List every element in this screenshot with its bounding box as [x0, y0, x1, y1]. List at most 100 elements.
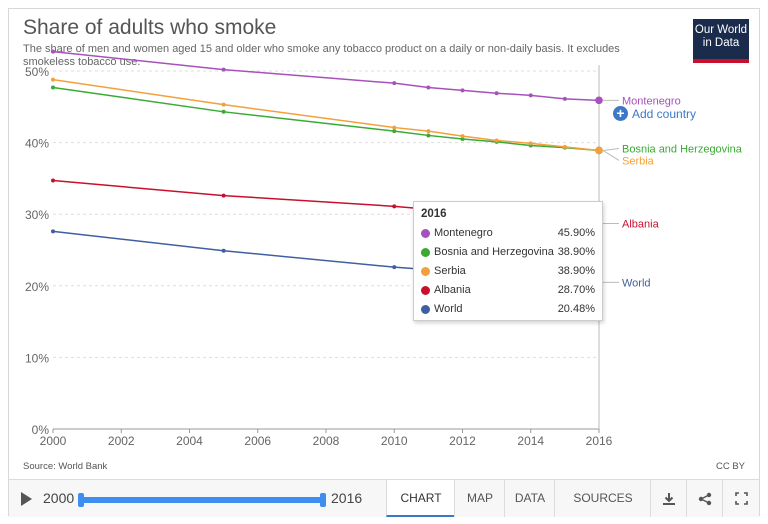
data-point — [460, 134, 465, 139]
data-point — [51, 229, 55, 234]
series-line-serbia — [52, 78, 600, 152]
share-icon — [698, 492, 712, 505]
tooltip-name: Montenegro — [434, 227, 493, 239]
tab-data[interactable]: DATA — [504, 480, 555, 517]
data-point — [51, 77, 55, 82]
data-point — [562, 96, 567, 101]
x-tick-label: 2010 — [381, 434, 408, 448]
x-tick-label: 2004 — [176, 434, 203, 448]
download-button[interactable] — [650, 480, 687, 517]
x-tick-label: 2002 — [108, 434, 135, 448]
y-tick-label: 40% — [25, 137, 49, 151]
x-tick-label: 2012 — [449, 434, 476, 448]
y-tick-label: 0% — [32, 423, 50, 437]
timeline-start-year: 2000 — [43, 490, 75, 506]
tooltip: 2016 Montenegro 45.90% Bosnia and Herzeg… — [413, 201, 603, 321]
data-point — [221, 193, 226, 198]
tab-sources[interactable]: SOURCES — [554, 480, 651, 517]
label-connector — [602, 147, 620, 151]
tooltip-dot — [421, 267, 430, 276]
y-tick-label: 30% — [25, 208, 49, 222]
tooltip-row-world: World 20.48% — [421, 302, 595, 318]
tooltip-year: 2016 — [421, 208, 447, 220]
x-tick-label: 2016 — [586, 434, 613, 448]
tooltip-name: Albania — [434, 284, 471, 296]
series-label: Montenegro — [622, 95, 681, 107]
tooltip-value: 38.90% — [557, 265, 595, 277]
data-point — [221, 248, 226, 253]
y-tick-label: 20% — [25, 280, 49, 294]
data-point — [392, 125, 397, 130]
download-icon — [663, 492, 675, 505]
data-point — [51, 178, 55, 183]
data-point — [494, 91, 499, 96]
timeline-start-handle[interactable] — [78, 493, 84, 507]
series-label: Albania — [622, 219, 660, 231]
timeline-slider[interactable] — [78, 493, 326, 507]
tooltip-dot — [421, 229, 430, 238]
x-tick-label: 2006 — [244, 434, 271, 448]
share-button[interactable] — [686, 480, 723, 517]
add-country-button[interactable]: + Add country — [613, 106, 696, 121]
tooltip-dot — [421, 286, 430, 295]
footer-controls: 2000 2016 CHART MAP DATA SOURCES — [9, 479, 759, 517]
license-note[interactable]: CC BY — [715, 461, 745, 472]
y-tick-label: 10% — [25, 351, 49, 365]
data-point — [562, 144, 567, 149]
tab-map[interactable]: MAP — [454, 480, 505, 517]
series-label: Serbia — [622, 155, 655, 167]
chart-card: Share of adults who smoke The share of m… — [8, 8, 760, 517]
label-connector — [602, 150, 620, 161]
tooltip-row-bosnia: Bosnia and Herzegovina 38.90% — [421, 245, 595, 261]
data-point — [528, 93, 533, 98]
tooltip-value: 20.48% — [557, 303, 595, 315]
data-point — [528, 141, 533, 146]
series-label: World — [622, 277, 651, 289]
fullscreen-button[interactable] — [722, 480, 759, 517]
data-point — [595, 96, 603, 105]
data-point — [221, 109, 226, 114]
tooltip-dot — [421, 305, 430, 314]
y-tick-label: 50% — [25, 65, 49, 79]
tooltip-value: 28.70% — [557, 284, 595, 296]
x-tick-label: 2000 — [40, 434, 67, 448]
line-chart: 0% 10% 20% 30% 40% 50% 2000 2002 2004 2006 2008 201… — [25, 49, 743, 448]
data-point — [51, 85, 55, 90]
series-line-montenegro — [52, 50, 600, 102]
chart-title: Share of adults who smoke — [23, 16, 277, 39]
logo-line-1: Our World — [694, 24, 748, 36]
timeline-end-handle[interactable] — [320, 493, 326, 507]
tooltip-value: 45.90% — [557, 227, 595, 239]
data-point — [595, 146, 603, 155]
tooltip-row-albania: Albania 28.70% — [421, 283, 595, 299]
tooltip-row-serbia: Serbia 38.90% — [421, 264, 595, 280]
data-point — [392, 265, 397, 270]
tooltip-dot — [421, 248, 430, 257]
series-label: Bosnia and Herzegovina — [622, 143, 743, 155]
source-note[interactable]: Source: World Bank — [23, 461, 108, 472]
owid-logo[interactable]: Our World in Data — [693, 19, 749, 63]
logo-line-2: in Data — [702, 37, 740, 49]
data-point — [221, 67, 226, 72]
tooltip-name: World — [434, 303, 463, 315]
data-point — [426, 85, 431, 90]
data-point — [392, 81, 397, 86]
data-point — [51, 49, 55, 54]
plus-circle-icon: + — [613, 106, 628, 121]
tooltip-name: Bosnia and Herzegovina — [434, 246, 554, 258]
tooltip-name: Serbia — [434, 265, 466, 277]
tooltip-row-montenegro: Montenegro 45.90% — [421, 226, 595, 242]
data-point — [426, 133, 431, 138]
data-point — [392, 129, 397, 134]
data-point — [426, 129, 431, 134]
data-point — [460, 88, 465, 93]
tab-chart[interactable]: CHART — [386, 480, 455, 517]
data-point — [460, 137, 465, 142]
tooltip-value: 38.90% — [557, 246, 595, 258]
data-point — [392, 204, 397, 209]
add-country-label: Add country — [632, 106, 697, 121]
x-tick-label: 2008 — [313, 434, 340, 448]
fullscreen-icon — [734, 492, 748, 505]
play-icon[interactable] — [21, 492, 32, 506]
x-tick-label: 2014 — [517, 434, 544, 448]
